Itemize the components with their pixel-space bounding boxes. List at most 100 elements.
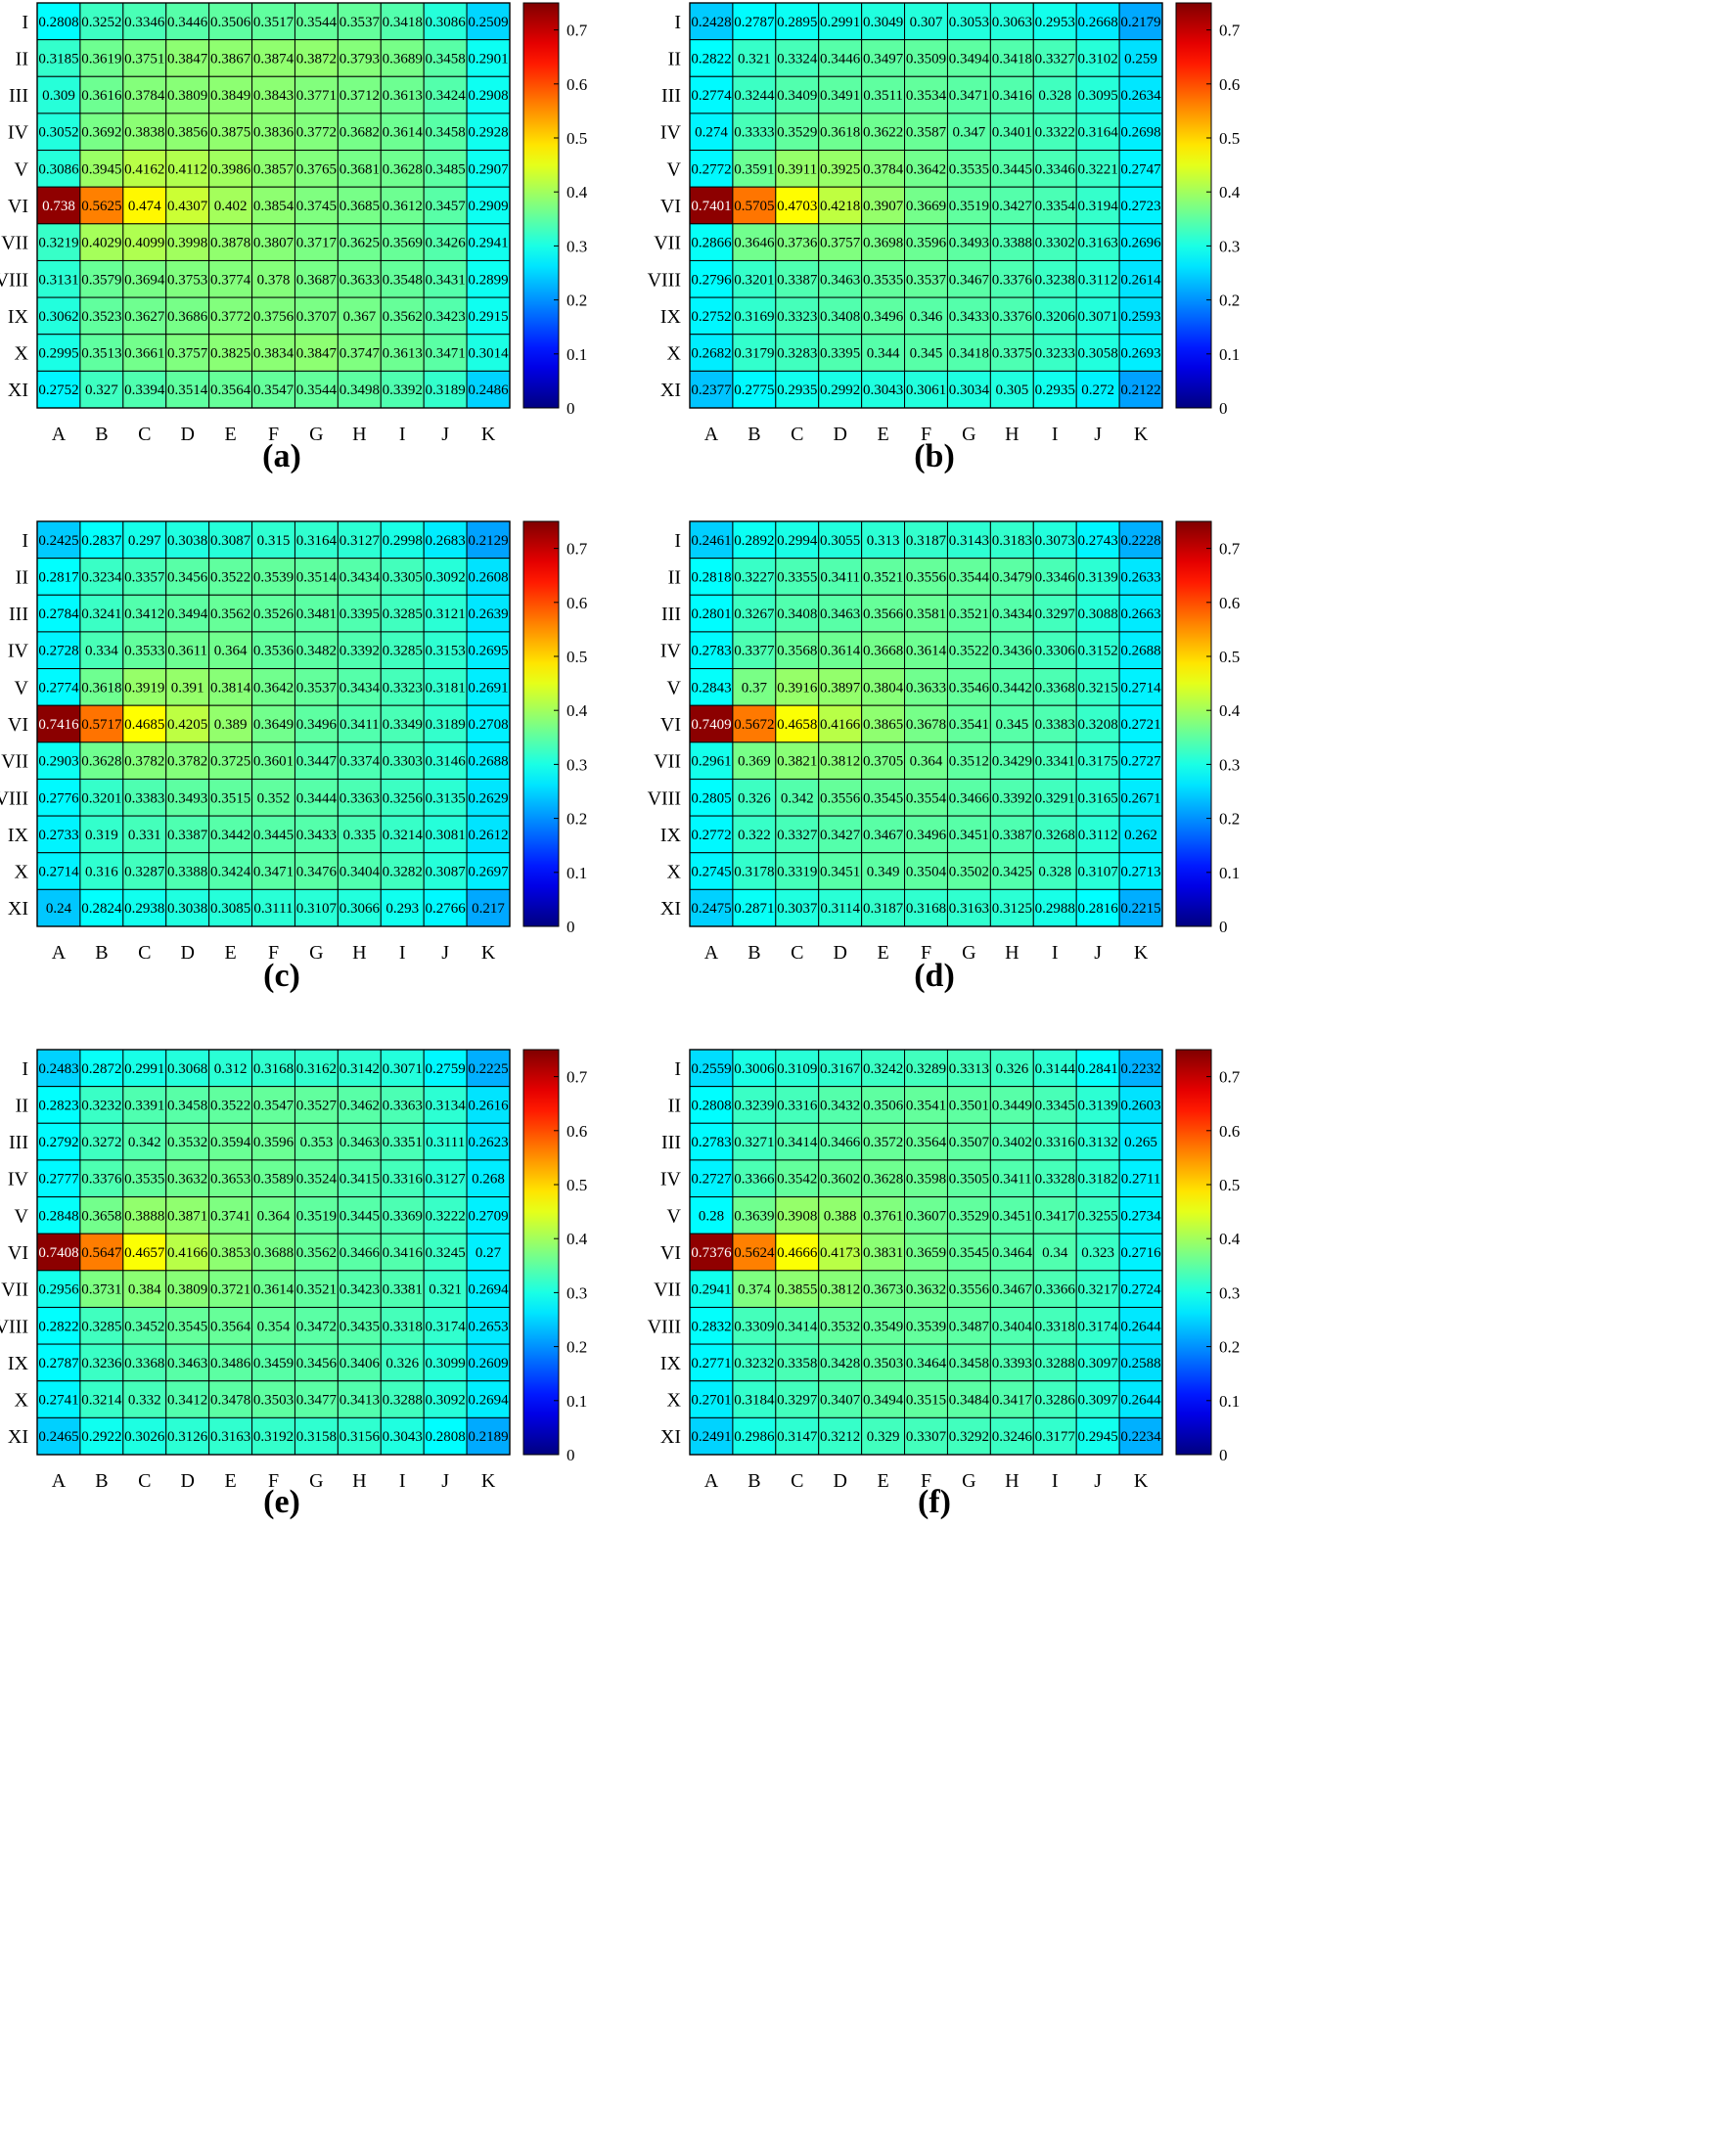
cell-value-label: 0.3517 (253, 15, 295, 30)
colorbar-tick-label: 0.7 (566, 1068, 588, 1087)
heatmap-cell (466, 741, 511, 780)
heatmap-cell (36, 852, 81, 890)
cell-value-label: 0.2771 (691, 1356, 731, 1371)
column-tick-label: K (1134, 424, 1149, 445)
cell-value-label: 0.3633 (906, 680, 946, 696)
row-tick-label: IX (8, 1353, 29, 1374)
heatmap-cell (946, 778, 991, 817)
cell-value-label: 0.3414 (777, 1319, 818, 1334)
cell-value-label: 0.3445 (253, 828, 294, 843)
cell-value-label: 0.3774 (210, 272, 251, 288)
heatmap-cell (904, 815, 948, 854)
cell-value-label: 0.3757 (167, 346, 208, 362)
heatmap-cell (122, 1270, 167, 1308)
row-tick-label: I (22, 12, 28, 33)
heatmap-cell (946, 741, 991, 780)
heatmap-cell (294, 520, 339, 560)
heatmap-cell (423, 1122, 468, 1161)
heatmap-cell (122, 39, 167, 77)
cell-value-label: 0.3698 (863, 236, 903, 251)
heatmap-cell (36, 888, 81, 927)
cell-value-label: 0.2772 (691, 828, 731, 843)
column-tick-label: C (138, 424, 151, 445)
cell-value-label: 0.2608 (468, 569, 508, 585)
cell-value-label: 0.3564 (210, 382, 251, 398)
cell-value-label: 0.3519 (296, 1208, 337, 1224)
heatmap-cell (989, 223, 1034, 261)
heatmap-cell (79, 558, 124, 596)
colorbar-tick-label: 0.1 (1219, 1392, 1240, 1411)
heatmap-cell (775, 852, 820, 890)
cell-value-label: 0.3208 (1078, 717, 1118, 733)
panel-label: (d) (914, 958, 955, 994)
heatmap-cell (79, 1270, 124, 1308)
cell-value-label: 0.3318 (383, 1319, 423, 1334)
cell-value-label: 0.3843 (253, 88, 294, 104)
heatmap-cell (689, 1159, 734, 1198)
heatmap-cell (689, 1380, 734, 1418)
cell-value-label: 0.3986 (210, 161, 251, 177)
cell-value-label: 0.2824 (81, 901, 122, 917)
cell-value-label: 0.3411 (340, 717, 380, 733)
cell-value-label: 0.3614 (253, 1282, 295, 1298)
cell-value-label: 0.3649 (253, 717, 294, 733)
cell-value-label: 0.3687 (296, 272, 338, 288)
cell-value-label: 0.3449 (992, 1098, 1032, 1113)
cell-value-label: 0.3049 (863, 15, 903, 30)
heatmap-cell (989, 259, 1034, 298)
colorbar-tick-label: 0.3 (1219, 237, 1240, 255)
row-tick-label: IV (8, 641, 29, 662)
cell-value-label: 0.3925 (820, 161, 860, 177)
heatmap-cell (79, 259, 124, 298)
cell-value-label: 0.3085 (210, 901, 250, 917)
row-tick-label: I (674, 1058, 681, 1080)
cell-value-label: 0.2639 (468, 606, 508, 622)
heatmap-cell (818, 296, 863, 336)
cell-value-label: 0.3434 (992, 606, 1033, 622)
cell-value-label: 0.3526 (253, 606, 295, 622)
column-tick-label: A (52, 424, 67, 445)
heatmap-cell (1032, 558, 1077, 596)
heatmap-cell (251, 1233, 295, 1272)
heatmap-cell (380, 1196, 425, 1235)
cell-value-label: 0.391 (171, 680, 204, 696)
column-tick-label: G (962, 942, 975, 964)
cell-value-label: 0.3435 (340, 1319, 380, 1334)
cell-value-label: 0.3327 (777, 828, 818, 843)
cell-value-label: 0.3351 (383, 1135, 423, 1150)
heatmap-cell (294, 778, 339, 817)
cell-value-label: 0.2698 (1120, 125, 1160, 141)
column-tick-label: C (791, 1470, 803, 1492)
cell-value-label: 0.3457 (426, 199, 467, 214)
heatmap-cell (79, 112, 124, 152)
heatmap-cell (165, 39, 210, 77)
cell-value-label: 0.3911 (777, 161, 817, 177)
heatmap-cell (989, 852, 1034, 890)
row-tick-label: VI (660, 1242, 681, 1264)
cell-value-label: 0.3164 (1078, 125, 1119, 141)
cell-value-label: 0.3201 (81, 790, 121, 806)
cell-value-label: 0.3388 (992, 236, 1032, 251)
cell-value-label: 0.3692 (81, 125, 121, 141)
cell-value-label: 0.3168 (906, 901, 946, 917)
colorbar-tick-label: 0.6 (566, 75, 587, 94)
cell-value-label: 0.3838 (124, 125, 164, 141)
cell-value-label: 0.3287 (124, 865, 165, 880)
cell-value-label: 0.3306 (1035, 644, 1076, 659)
column-tick-label: D (833, 942, 846, 964)
cell-value-label: 0.3494 (863, 1393, 904, 1409)
column-tick-label: B (95, 1470, 108, 1492)
cell-value-label: 0.3219 (38, 236, 78, 251)
heatmap-cell (1075, 778, 1120, 817)
column-tick-label: I (399, 424, 406, 445)
cell-value-label: 0.3782 (124, 754, 164, 770)
cell-value-label: 0.3871 (167, 1208, 207, 1224)
colorbar-tick-label: 0 (566, 918, 575, 936)
heatmap-cell (989, 1380, 1034, 1418)
cell-value-label: 0.3725 (210, 754, 250, 770)
cell-value-label: 0.2129 (468, 533, 508, 549)
cell-value-label: 0.3481 (296, 606, 337, 622)
cell-value-label: 0.3297 (777, 1393, 818, 1409)
cell-value-label: 0.474 (128, 199, 161, 214)
cell-value-label: 0.3239 (734, 1098, 774, 1113)
